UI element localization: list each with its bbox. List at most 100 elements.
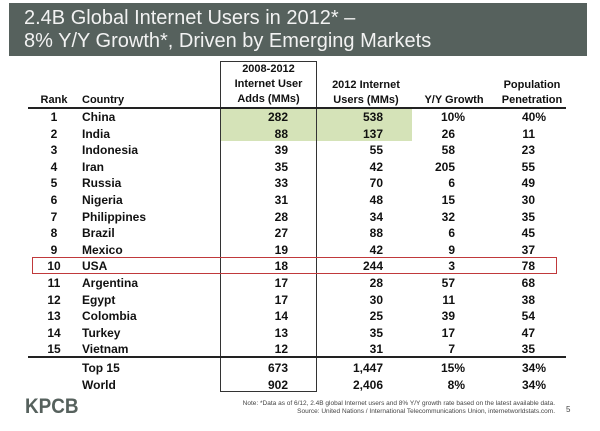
cell-pen: 78	[521, 259, 535, 273]
cell-rank: 12	[47, 293, 61, 307]
cell-users: 137	[362, 127, 383, 141]
totals-row: Top 15 673 1,447 15% 34%	[0, 360, 600, 376]
cell-country: Egypt	[82, 293, 116, 307]
cell-users: 88	[369, 226, 383, 240]
cell-rank: 15	[47, 342, 61, 356]
cell-users: 70	[369, 176, 383, 190]
table-row: 12 Egypt 17 30 11 38	[0, 292, 600, 308]
cell-pen: 49	[521, 176, 535, 190]
cell-adds: 19	[274, 243, 288, 257]
table-row: 3 Indonesia 39 55 58 23	[0, 142, 600, 158]
slide-title-line2: 8% Y/Y Growth*, Driven by Emerging Marke…	[24, 30, 432, 52]
cell-pen: 35	[521, 342, 535, 356]
cell-users: 55	[369, 143, 383, 157]
cell-country: World	[82, 378, 116, 392]
cell-rank: 5	[50, 176, 58, 190]
cell-adds: 28	[274, 210, 288, 224]
header-users-line: 2012 Internet	[332, 79, 400, 91]
cell-pen: 23	[521, 143, 535, 157]
header-adds-line: Internet User	[234, 78, 303, 90]
cell-users: 1,447	[352, 361, 383, 375]
cell-pen: 30	[521, 193, 535, 207]
cell-yoy: 8%	[447, 378, 465, 392]
cell-pen: 40%	[521, 110, 546, 124]
cell-adds: 13	[274, 326, 288, 340]
cell-country: USA	[82, 259, 108, 273]
slide-title-line1: 2.4B Global Internet Users in 2012* –	[24, 7, 356, 29]
table-row: 1 China 282 538 10% 40%	[0, 109, 600, 125]
cell-adds: 35	[274, 160, 288, 174]
kpcb-logo: KPCB	[25, 395, 79, 418]
header-country: Country	[82, 94, 125, 106]
cell-yoy: 39	[441, 309, 455, 323]
cell-adds: 88	[274, 127, 288, 141]
header-adds-line: Adds (MMs)	[237, 93, 300, 105]
cell-adds: 27	[274, 226, 288, 240]
cell-yoy: 57	[441, 276, 455, 290]
cell-rank: 14	[47, 326, 61, 340]
cell-users: 42	[369, 160, 383, 174]
header-pen-line: Population	[503, 79, 561, 91]
cell-yoy: 32	[441, 210, 455, 224]
cell-pen: 38	[521, 293, 535, 307]
header-adds-line: 2008-2012	[242, 63, 295, 75]
cell-rank: 10	[47, 259, 61, 273]
cell-users: 28	[369, 276, 383, 290]
header-divider	[28, 107, 566, 109]
cell-adds: 12	[274, 342, 288, 356]
cell-users: 538	[362, 110, 383, 124]
cell-rank: 11	[47, 276, 61, 290]
cell-pen: 34%	[521, 378, 546, 392]
cell-country: Nigeria	[82, 193, 123, 207]
cell-users: 30	[369, 293, 383, 307]
footnote: Note: *Data as of 6/12, 2.4B global Inte…	[242, 400, 555, 407]
table-row: 10 USA 18 244 3 78	[0, 258, 600, 274]
cell-adds: 673	[267, 361, 288, 375]
cell-rank: 7	[50, 210, 58, 224]
table-row: 5 Russia 33 70 6 49	[0, 175, 600, 191]
cell-yoy: 17	[441, 326, 455, 340]
cell-users: 25	[369, 309, 383, 323]
cell-country: Vietnam	[82, 342, 129, 356]
cell-rank: 9	[50, 243, 58, 257]
cell-adds: 17	[274, 276, 288, 290]
cell-users: 31	[369, 342, 383, 356]
cell-yoy: 6	[448, 176, 455, 190]
cell-pen: 35	[521, 210, 535, 224]
totals-divider	[28, 356, 566, 358]
cell-country: Indonesia	[82, 143, 139, 157]
cell-rank: 2	[50, 127, 58, 141]
table-row: 14 Turkey 13 35 17 47	[0, 325, 600, 341]
cell-yoy: 58	[441, 143, 455, 157]
cell-rank: 8	[50, 226, 58, 240]
cell-yoy: 11	[442, 293, 455, 307]
cell-pen: 34%	[521, 361, 546, 375]
table-row: 13 Colombia 14 25 39 54	[0, 308, 600, 324]
cell-yoy: 6	[448, 226, 455, 240]
cell-country: Turkey	[82, 326, 121, 340]
cell-users: 42	[369, 243, 383, 257]
cell-country: Mexico	[82, 243, 123, 257]
table-row: 9 Mexico 19 42 9 37	[0, 242, 600, 258]
cell-country: India	[82, 127, 111, 141]
cell-pen: 68	[521, 276, 535, 290]
cell-country: Philippines	[82, 210, 147, 224]
cell-pen: 11	[522, 127, 535, 141]
table-row: 8 Brazil 27 88 6 45	[0, 225, 600, 241]
cell-users: 34	[369, 210, 383, 224]
table-row: 15 Vietnam 12 31 7 35	[0, 341, 600, 357]
cell-yoy: 205	[434, 160, 455, 174]
table-row: 4 Iran 35 42 205 55	[0, 159, 600, 175]
header-yoy: Y/Y Growth	[424, 94, 484, 106]
header-pen-line: Penetration	[501, 94, 563, 106]
cell-country: China	[82, 110, 116, 124]
cell-adds: 18	[274, 259, 288, 273]
cell-country: Brazil	[82, 226, 115, 240]
cell-users: 35	[369, 326, 383, 340]
cell-adds: 282	[267, 110, 288, 124]
cell-country: Colombia	[82, 309, 137, 323]
header-adds: 2008-2012 Internet User Adds (MMs)	[220, 62, 317, 107]
cell-rank: 1	[50, 110, 58, 124]
usa-highlight-box	[32, 257, 557, 274]
cell-country: Top 15	[82, 361, 120, 375]
